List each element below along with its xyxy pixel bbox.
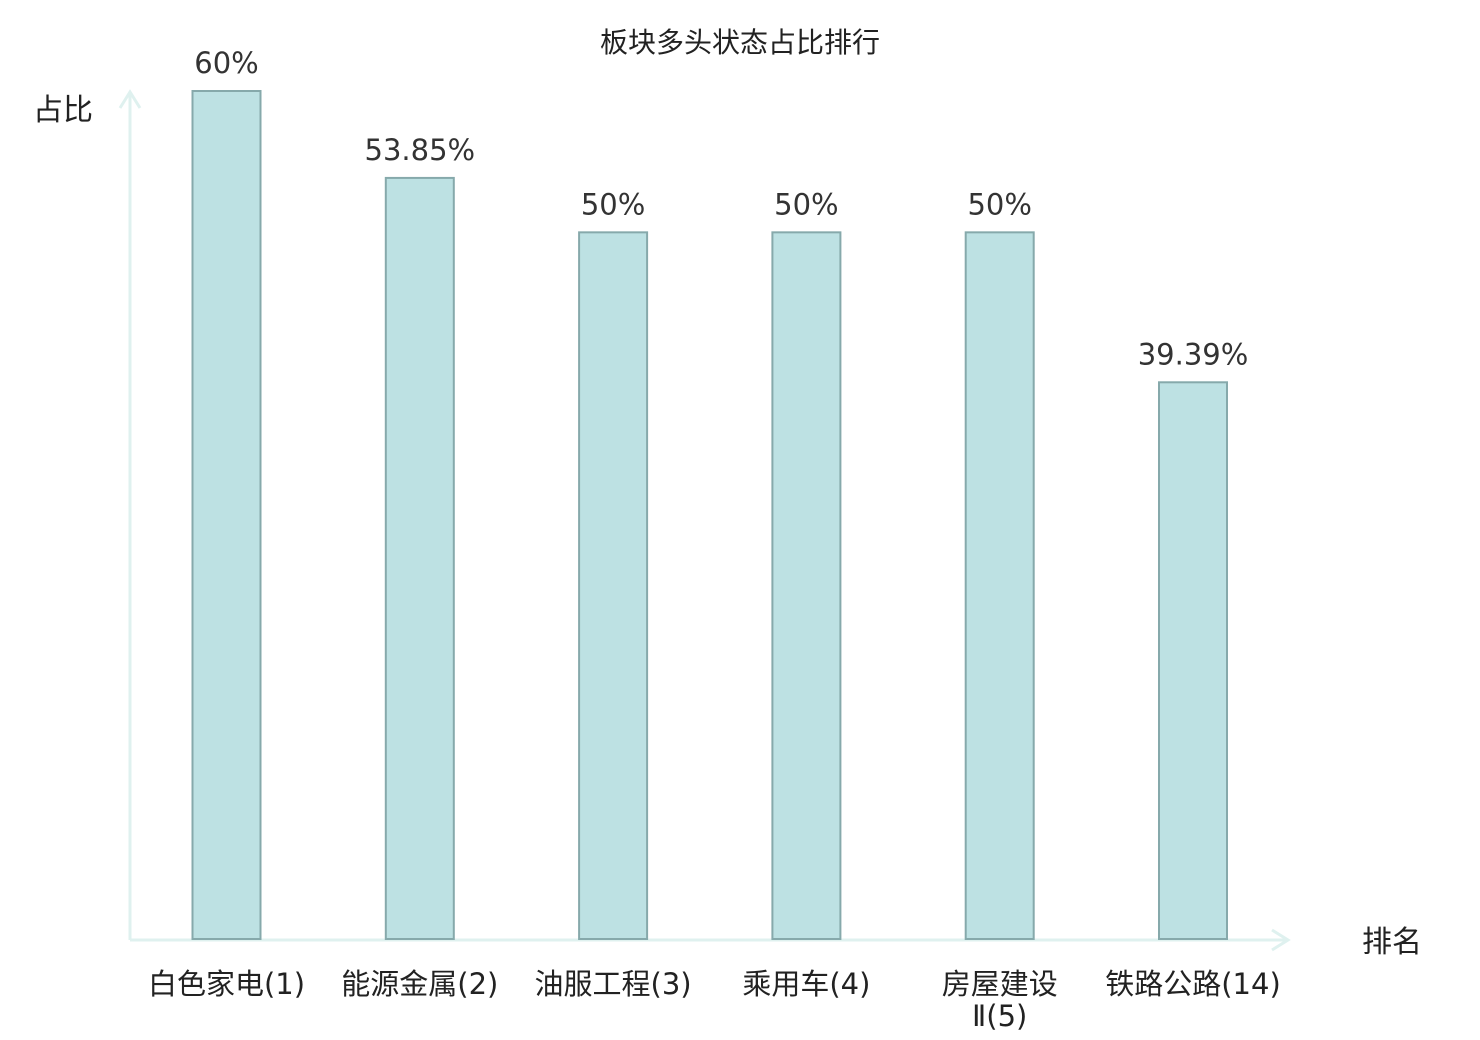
data-label: 53.85%: [365, 133, 476, 167]
category-label: 房屋建设 Ⅱ(5): [942, 967, 1058, 1033]
category-labels-group: 白色家电(1) 能源金属(2) 油服工程(3) 乘用车(4) 房屋建设 Ⅱ(5) 铁路公路(…: [148, 967, 1281, 1033]
bar: [578, 231, 649, 941]
category-label-line: 房屋建设: [942, 967, 1058, 1001]
y-axis-arrow-icon: [118, 89, 142, 109]
x-axis-arrow-icon: [1271, 928, 1291, 952]
data-label: 50%: [581, 187, 645, 221]
bar: [384, 176, 455, 941]
category-label-line: 能源金属(2): [341, 967, 498, 1001]
data-label: 60%: [194, 46, 258, 80]
category-label-line: 乘用车(4): [742, 967, 870, 1001]
category-label: 能源金属(2): [341, 967, 498, 1001]
x-axis-label: 排名: [1362, 925, 1422, 960]
bars-group: [191, 90, 1228, 941]
data-label: 39.39%: [1138, 337, 1249, 371]
chart-title: 板块多头状态占比排行: [600, 26, 880, 59]
category-label-line: Ⅱ(5): [972, 999, 1027, 1033]
category-label: 白色家电(1): [148, 967, 305, 1001]
category-label-line: 白色家电(1): [148, 967, 305, 1001]
bar: [1158, 381, 1228, 940]
category-label-line: 铁路公路(14): [1105, 967, 1281, 1001]
bar: [771, 231, 842, 941]
category-label-line: 油服工程(3): [535, 967, 692, 1001]
bar: [191, 90, 262, 940]
data-label: 50%: [774, 187, 838, 221]
value-labels-group: 60% 53.85% 50% 50% 50% 39.39%: [194, 46, 1248, 371]
y-axis-label: 占比: [33, 93, 93, 128]
bar: [964, 231, 1035, 941]
category-label: 乘用车(4): [742, 967, 870, 1001]
category-label: 油服工程(3): [535, 967, 692, 1001]
category-label: 铁路公路(14): [1105, 967, 1281, 1001]
data-label: 50%: [967, 187, 1031, 221]
